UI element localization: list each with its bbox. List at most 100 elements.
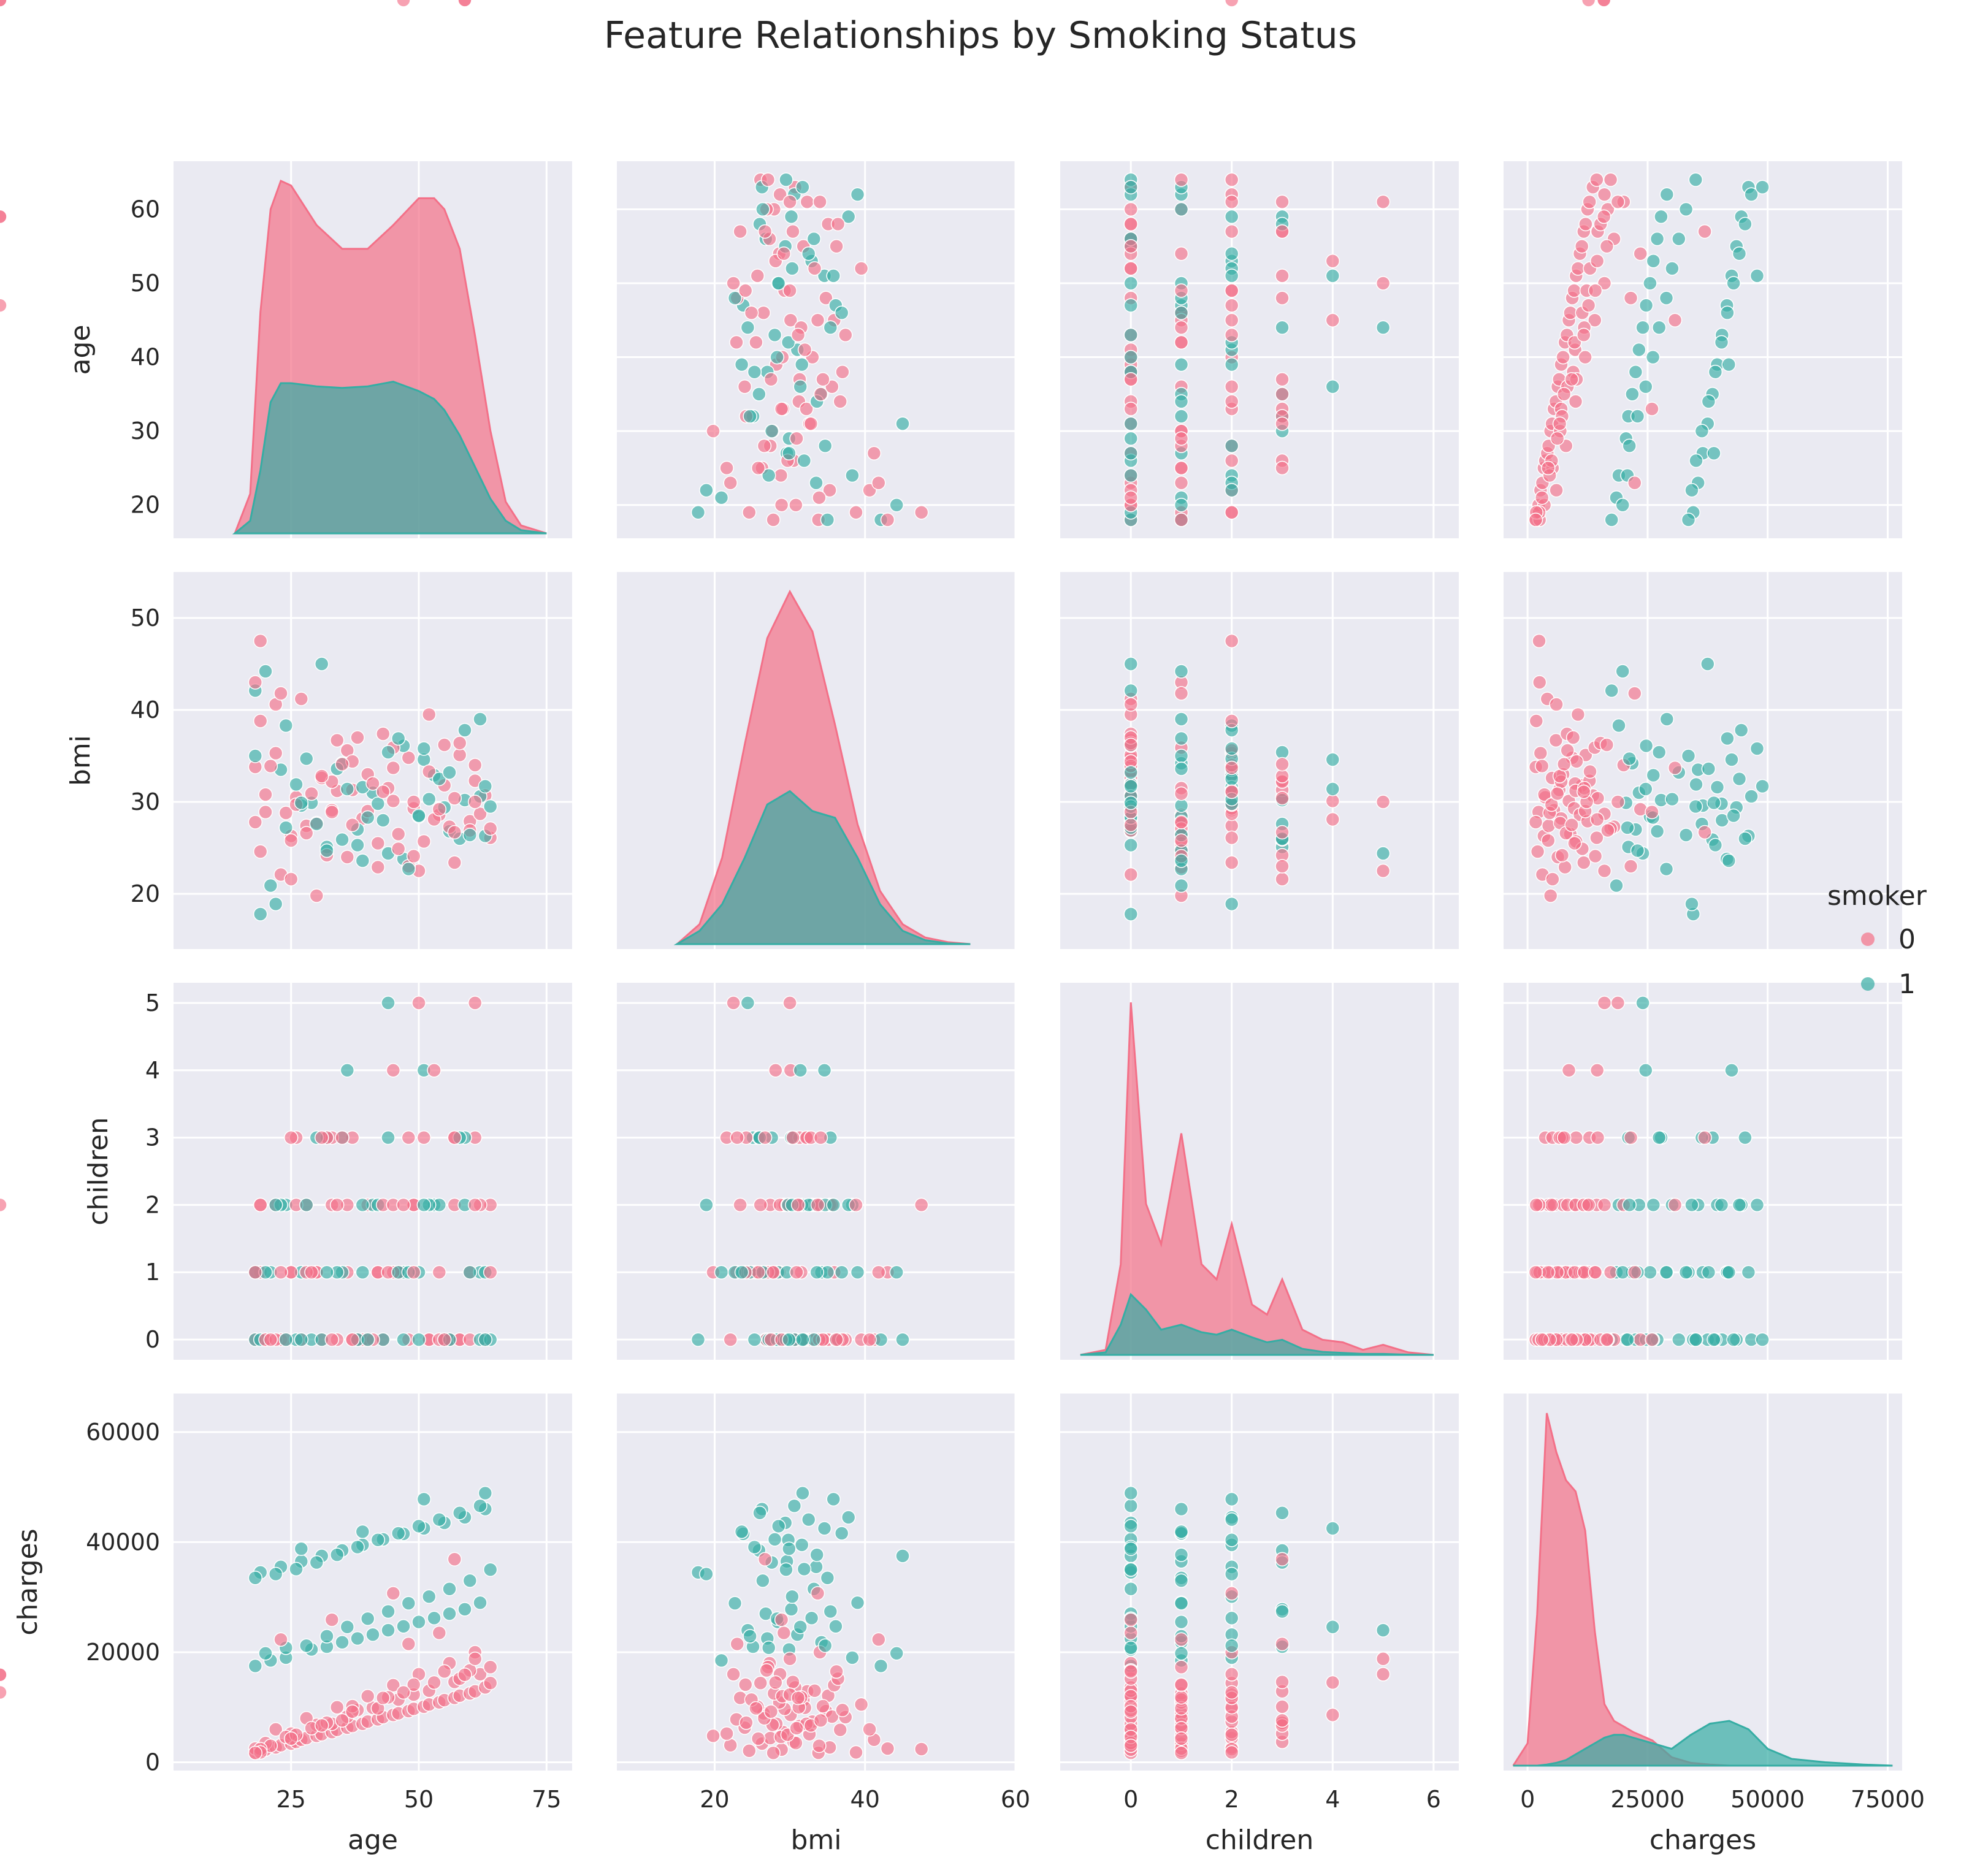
scatter-point — [253, 633, 268, 649]
scatter-point — [744, 305, 759, 320]
scatter-point — [800, 194, 815, 210]
scatter-point — [283, 833, 299, 848]
scatter-point — [799, 402, 814, 416]
scatter-point — [738, 1677, 753, 1692]
y-axis-label-charges: charges — [12, 1528, 44, 1635]
scatter-point — [1375, 846, 1391, 861]
scatter-point — [1755, 1332, 1770, 1347]
scatter-point — [782, 1332, 797, 1347]
scatter-point — [314, 1718, 329, 1733]
scatter-point — [727, 1596, 743, 1611]
scatter-point — [793, 1619, 808, 1634]
scatter-point — [1123, 372, 1138, 387]
x-tick-label: 50000 — [1730, 1786, 1805, 1813]
scatter-point — [828, 1619, 843, 1634]
scatter-point — [895, 1549, 910, 1563]
scatter-point — [1123, 1485, 1138, 1501]
scatter-point — [1732, 246, 1747, 261]
scatter-point — [289, 777, 304, 792]
scatter-point — [1738, 831, 1753, 846]
scatter-point — [1609, 878, 1624, 893]
scatter-point — [1224, 1745, 1239, 1760]
scatter-point — [1732, 771, 1747, 787]
scatter-point — [1275, 1506, 1290, 1520]
scatter-point — [1744, 789, 1759, 804]
scatter-point — [774, 402, 789, 416]
y-tick-label: 1 — [145, 1259, 160, 1286]
scatter-point — [763, 1704, 779, 1719]
scatter-point — [822, 482, 837, 498]
scatter-point — [1549, 697, 1564, 712]
scatter-point — [467, 758, 483, 772]
scatter-point — [1174, 202, 1189, 217]
scatter-point — [1755, 779, 1770, 794]
scatter-point — [1123, 867, 1138, 882]
scatter-point — [289, 1561, 304, 1577]
scatter-point — [1589, 830, 1604, 845]
scatter-point — [1599, 238, 1615, 254]
scatter-point — [1123, 1664, 1138, 1679]
scatter-point — [1224, 505, 1239, 520]
scatter-point — [1275, 1699, 1290, 1714]
scatter-point — [752, 387, 766, 402]
scatter-point — [329, 733, 345, 748]
scatter-point — [309, 888, 324, 903]
scatter-point — [1224, 453, 1239, 468]
scatter-point — [1738, 216, 1753, 232]
scatter-point — [1123, 1519, 1138, 1534]
scatter-point — [370, 1533, 386, 1547]
scatter-point — [1541, 1265, 1556, 1279]
scatter-point — [1123, 327, 1138, 343]
scatter-point — [835, 1703, 850, 1717]
scatter-point — [1665, 261, 1680, 276]
scatter-point — [1645, 402, 1659, 416]
scatter-point — [1275, 320, 1290, 335]
scatter-point — [1174, 1614, 1189, 1630]
scatter-point — [1589, 254, 1605, 269]
scatter-point — [1627, 686, 1642, 701]
scatter-point — [1123, 795, 1138, 810]
scatter-point — [795, 1485, 810, 1501]
scatter-point — [1174, 513, 1189, 527]
scatter-point — [850, 187, 865, 202]
scatter-point — [1630, 409, 1645, 424]
scatter-point — [345, 817, 360, 833]
scatter-point — [1224, 313, 1239, 328]
scatter-point — [329, 1197, 345, 1213]
scatter-point — [1577, 327, 1591, 343]
scatter-point — [1567, 283, 1581, 298]
scatter-point — [319, 1629, 334, 1644]
scatter-point — [1565, 730, 1581, 745]
scatter-point — [319, 843, 334, 858]
scatter-point — [432, 1512, 447, 1527]
legend-title: smoker — [1827, 880, 1927, 912]
scatter-point — [1721, 853, 1737, 868]
scatter-point — [873, 1658, 889, 1674]
scatter-point — [1275, 1552, 1290, 1566]
scatter-point — [738, 283, 753, 298]
scatter-point — [1649, 824, 1665, 839]
scatter-point — [714, 490, 729, 505]
scatter-point — [1123, 1738, 1138, 1753]
scatter-point — [810, 1586, 825, 1601]
scatter-point — [1603, 172, 1618, 187]
scatter-point — [764, 424, 779, 438]
scatter-point — [757, 1552, 773, 1566]
scatter-point — [447, 1552, 462, 1566]
scatter-point — [1570, 261, 1586, 276]
scatter-point — [751, 1265, 766, 1279]
scatter-point — [783, 313, 798, 328]
scatter-point — [355, 1197, 370, 1213]
scatter-point — [416, 741, 432, 756]
scatter-point — [314, 657, 329, 671]
scatter-point — [299, 826, 314, 841]
scatter-point — [812, 1738, 827, 1753]
x-tick-label: 25 — [276, 1786, 305, 1813]
scatter-point — [478, 779, 493, 794]
scatter-point — [478, 1485, 493, 1501]
scatter-point — [1556, 387, 1572, 402]
scatter-point — [1578, 216, 1593, 232]
scatter-point — [483, 1676, 498, 1690]
scatter-point — [829, 1332, 844, 1347]
kde-area-smoker-1 — [1513, 1720, 1893, 1767]
